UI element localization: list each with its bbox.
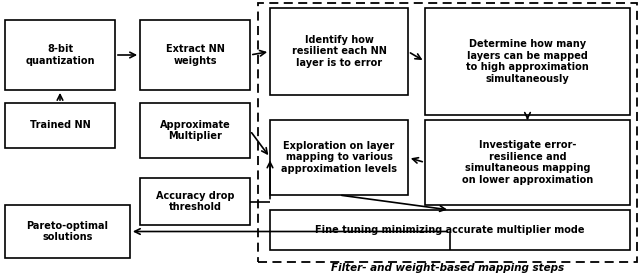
Bar [258,3,637,262]
Bar [5,103,115,148]
Bar [425,120,630,205]
Text: Fine tuning minimizing accurate multiplier mode: Fine tuning minimizing accurate multipli… [316,225,585,235]
Bar [140,178,250,225]
Text: Identify how
resilient each NN
layer is to error: Identify how resilient each NN layer is … [292,35,387,68]
Text: Trained NN: Trained NN [29,121,90,131]
Bar [270,8,408,95]
Text: 8-bit
quantization: 8-bit quantization [25,44,95,66]
Text: Approximate
Multiplier: Approximate Multiplier [159,120,230,141]
Bar [270,120,408,195]
Text: Pareto-optimal
solutions: Pareto-optimal solutions [26,221,109,242]
Bar [270,210,630,250]
Bar [140,103,250,158]
Bar [425,8,630,115]
Text: Extract NN
weights: Extract NN weights [166,44,225,66]
Text: Investigate error-
resilience and
simultaneous mapping
on lower approximation: Investigate error- resilience and simult… [462,140,593,185]
Bar [140,20,250,90]
Text: Filter- and weight-based mapping steps: Filter- and weight-based mapping steps [332,263,564,273]
Text: Exploration on layer
mapping to various
approximation levels: Exploration on layer mapping to various … [281,141,397,174]
Text: Accuracy drop
threshold: Accuracy drop threshold [156,191,234,212]
Bar [5,205,130,258]
Bar [5,20,115,90]
Text: Determine how many
layers can be mapped
to high approximation
simultaneously: Determine how many layers can be mapped … [466,39,589,84]
